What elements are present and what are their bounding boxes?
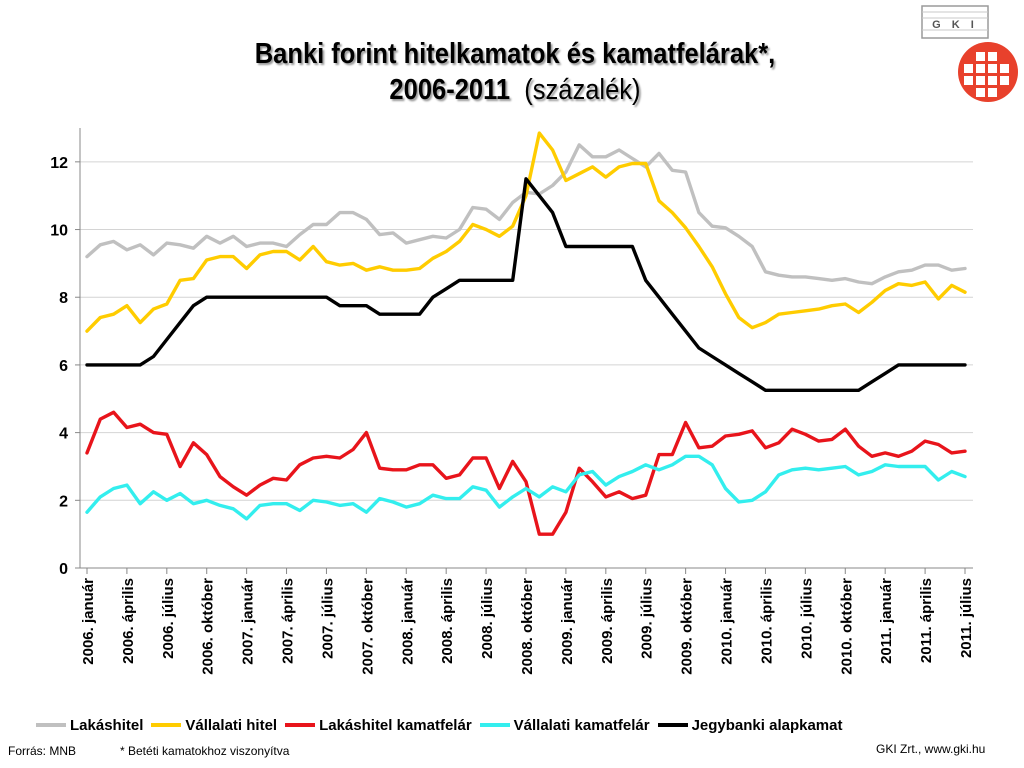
x-tick-label: 2008. július [479, 578, 496, 659]
legend-label: Jegybanki alapkamat [691, 716, 843, 734]
title-years: 2006-2011 [389, 74, 511, 106]
title-line-2: 2006-2011 (százalék) [167, 72, 862, 108]
legend-item-1: Lakáshitel [36, 717, 143, 734]
legend-label: Lakáshitel [70, 716, 144, 734]
logo-text: G K I [932, 19, 978, 31]
x-tick-label: 2008. október [519, 578, 536, 675]
series-line-5 [85, 177, 967, 392]
legend-item-3: Lakáshitel kamatfelár [285, 717, 472, 734]
legend-swatch [36, 723, 66, 727]
x-tick-label: 2009. április [599, 578, 616, 664]
series-lines [85, 131, 967, 536]
legend-item-2: Vállalati hitel [151, 717, 277, 734]
x-tick-label: 2006. október [200, 578, 217, 675]
y-tick-label: 8 [59, 290, 68, 307]
x-tick-label: 2010. október [838, 578, 855, 675]
legend-label: Vállalati kamatfelár [513, 716, 650, 734]
x-tick-label: 2011. július [958, 578, 975, 658]
y-tick-label: 2 [59, 493, 68, 510]
y-tick-label: 12 [50, 155, 68, 172]
x-tick-label: 2007. január [240, 578, 257, 665]
title-unit: (százalék) [524, 74, 641, 106]
y-axis-ticks: 0 2 4 6 8 10 12 [50, 155, 80, 578]
chart-legend: Lakáshitel Vállalati hitel Lakáshitel kama… [36, 713, 986, 737]
x-tick-label: 2008. április [439, 578, 456, 664]
series-line-4 [85, 454, 967, 521]
y-tick-label: 4 [59, 426, 68, 443]
legend-swatch [657, 723, 688, 727]
x-tick-label: 2009. január [559, 578, 576, 665]
legend-label: Vállalati hitel [185, 716, 278, 734]
x-tick-label: 2006. július [160, 578, 177, 659]
x-tick-label: 2006. április [120, 578, 137, 664]
x-tick-label: 2009. július [639, 578, 656, 659]
series-line-1 [85, 143, 967, 286]
x-axis-ticks: 2006. január 2006. április 2006. július 200… [80, 568, 975, 675]
y-tick-label: 0 [59, 561, 68, 578]
series-line-3 [85, 410, 967, 536]
x-tick-label: 2007. október [359, 578, 376, 675]
title-line-1: Banki forint hitelkamatok és kamatfelára… [254, 38, 776, 70]
legend-swatch [479, 723, 510, 727]
grid-lines [80, 161, 973, 501]
footnote: * Betéti kamatokhoz viszonyítva [120, 744, 290, 758]
x-tick-label: 2007. július [319, 578, 336, 659]
x-tick-label: 2008. január [399, 578, 416, 665]
source-note: Forrás: MNB [8, 744, 77, 758]
x-tick-label: 2009. október [679, 578, 696, 675]
credit-note: GKI Zrt., www.gki.hu [876, 742, 986, 756]
y-tick-label: 10 [50, 223, 68, 240]
x-tick-label: 2010. július [798, 578, 815, 659]
legend-label: Lakáshitel kamatfelár [319, 716, 472, 734]
x-tick-label: 2010. április [758, 578, 775, 664]
legend-swatch [151, 723, 182, 727]
y-tick-label: 6 [59, 358, 68, 375]
legend-swatch [285, 723, 316, 727]
x-tick-label: 2007. április [280, 578, 297, 664]
chart-title: Banki forint hitelkamatok és kamatfelára… [167, 36, 862, 108]
x-tick-label: 2011. január [878, 578, 895, 664]
gki-logo-icon: G K I [921, 5, 1018, 102]
legend-item-5: Jegybanki alapkamat [657, 716, 843, 734]
x-tick-label: 2006. január [80, 578, 97, 665]
x-tick-label: 2011. április [918, 578, 935, 663]
legend-item-4: Vállalati kamatfelár [479, 716, 650, 734]
series-line-2 [85, 131, 967, 333]
x-tick-label: 2010. január [719, 578, 736, 665]
